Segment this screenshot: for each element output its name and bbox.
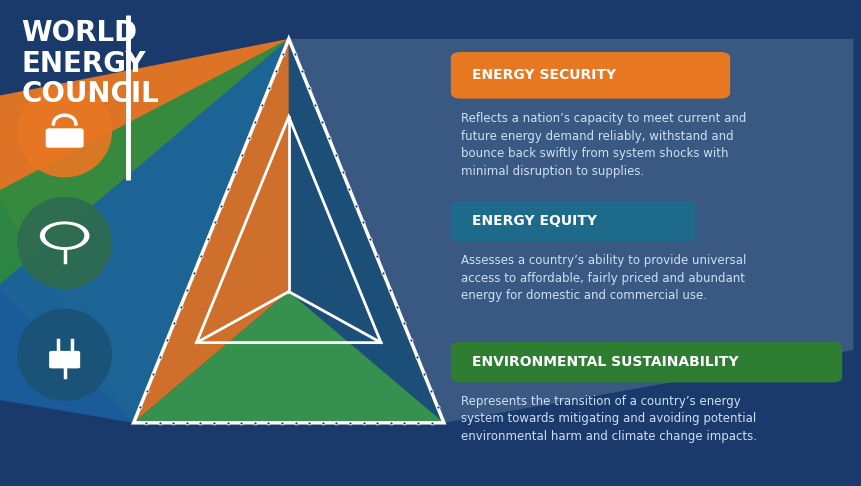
Polygon shape [0,39,288,423]
Polygon shape [288,39,443,423]
Ellipse shape [17,85,112,177]
FancyBboxPatch shape [46,128,84,148]
FancyBboxPatch shape [450,201,695,242]
Polygon shape [288,39,852,423]
Text: Represents the transition of a country’s energy
system towards mitigating and av: Represents the transition of a country’s… [461,395,756,443]
Text: Reflects a nation’s capacity to meet current and
future energy demand reliably, : Reflects a nation’s capacity to meet cur… [461,112,746,178]
Ellipse shape [17,197,112,289]
Text: ENVIRONMENTAL SUSTAINABILITY: ENVIRONMENTAL SUSTAINABILITY [471,355,737,369]
Polygon shape [0,39,288,423]
Polygon shape [0,39,288,423]
Ellipse shape [17,309,112,401]
Circle shape [51,228,78,243]
Text: Assesses a country’s ability to provide universal
access to affordable, fairly p: Assesses a country’s ability to provide … [461,254,746,302]
Polygon shape [133,39,288,423]
FancyBboxPatch shape [450,52,729,99]
Text: ENERGY EQUITY: ENERGY EQUITY [471,214,596,228]
Polygon shape [133,292,443,423]
Text: WORLD
ENERGY
COUNCIL: WORLD ENERGY COUNCIL [22,19,159,108]
FancyBboxPatch shape [450,342,841,382]
Circle shape [40,222,89,249]
Circle shape [46,225,84,246]
Text: ENERGY SECURITY: ENERGY SECURITY [471,69,615,82]
FancyBboxPatch shape [49,351,80,368]
